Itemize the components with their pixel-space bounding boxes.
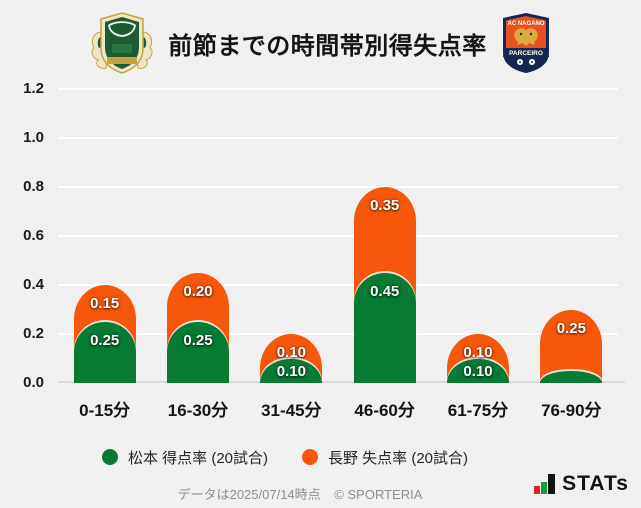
value-label: 0.25 <box>90 331 120 349</box>
x-tick-label: 31-45分 <box>261 401 322 420</box>
chart-title: 前節までの時間帯別得失点率 <box>168 32 487 60</box>
y-tick-label: 1.2 <box>23 80 44 97</box>
legend-item-nagano: 長野 失点率 (20試合) <box>302 447 468 468</box>
value-label: 0.25 <box>556 319 586 337</box>
x-tick-label: 76-90分 <box>541 401 602 420</box>
y-tick-label: 0.6 <box>23 227 44 244</box>
y-tick-label: 0.0 <box>23 374 44 391</box>
copyright: © SPORTERIA <box>334 487 423 502</box>
value-label: 0.15 <box>90 295 120 312</box>
y-tick-label: 0.8 <box>23 178 44 195</box>
bar-group-46-60分: 0.35 0.45 <box>338 89 431 383</box>
legend-label: 松本 得点率 (20試合) <box>127 449 268 467</box>
gridline <box>58 284 618 286</box>
legend-label: 長野 失点率 (20試合) <box>328 449 469 467</box>
value-label: 0.10 <box>463 344 493 361</box>
value-label: 0.25 <box>183 331 213 349</box>
gridline <box>58 186 618 188</box>
bar-group-76-90分: 0.25 <box>525 89 618 383</box>
footer-note: データは2025/07/14時点 © SPORTERIA <box>0 484 600 503</box>
bar-segment-matsumoto <box>540 370 603 383</box>
matsumoto-yamaga-logo <box>91 12 153 74</box>
bar-segment-matsumoto <box>166 321 229 383</box>
stats-bars-icon <box>534 474 556 494</box>
value-label: 0.10 <box>276 363 306 380</box>
header: 前節までの時間帯別得失点率 AC NAGANO PARCEIRO <box>0 6 641 80</box>
stats-logo: STATs <box>534 472 629 495</box>
data-date: データは2025/07/14時点 <box>177 487 321 502</box>
value-label: 0.45 <box>370 282 400 300</box>
nagano-top-text: AC NAGANO <box>507 21 544 27</box>
gridline <box>58 333 618 335</box>
x-axis-line <box>58 381 625 383</box>
y-axis: 0.0 0.2 0.4 0.6 0.8 1.0 1.2 <box>0 80 48 391</box>
value-label: 0.35 <box>370 197 400 214</box>
value-label: 0.10 <box>276 344 306 361</box>
gridline <box>58 137 618 139</box>
stats-wordmark: STATs <box>562 472 629 495</box>
y-tick-label: 1.0 <box>23 129 44 146</box>
value-label: 0.20 <box>183 282 213 300</box>
legend-swatch-green <box>101 449 118 465</box>
bar-segment-matsumoto <box>73 321 136 383</box>
y-tick-label: 0.2 <box>23 325 44 342</box>
value-label: 0.10 <box>463 363 493 380</box>
x-tick-label: 0-15分 <box>79 401 131 420</box>
y-tick-label: 0.4 <box>23 276 44 293</box>
nagano-banner-text: PARCEIRO <box>509 50 543 57</box>
x-tick-label: 46-60分 <box>354 401 415 420</box>
legend-item-matsumoto: 松本 得点率 (20試合) <box>101 447 268 468</box>
bar-group-0-15分: 0.15 0.25 <box>58 89 151 383</box>
gridline <box>58 88 618 90</box>
bar-segment-matsumoto <box>353 272 416 383</box>
legend: 松本 得点率 (20試合) 長野 失点率 (20試合) <box>0 443 570 471</box>
bar-group-61-75分: 0.10 0.10 <box>431 89 524 383</box>
bar-group-16-30分: 0.20 0.25 <box>151 89 244 383</box>
plot-area: 0.15 0.25 0.20 0.25 0.10 0.10 0.35 0.45 0.10 0.10… <box>58 88 618 383</box>
nagano-parceiro-logo: AC NAGANO PARCEIRO <box>502 13 549 73</box>
legend-swatch-orange <box>302 449 318 465</box>
x-axis: 0-15分 16-30分 31-45分 46-60分 61-75分 76-90分 <box>58 398 618 424</box>
x-tick-label: 61-75分 <box>447 401 509 420</box>
gridline <box>58 235 618 237</box>
x-tick-label: 16-30分 <box>167 401 229 420</box>
bar-group-31-45分: 0.10 0.10 <box>245 89 338 383</box>
